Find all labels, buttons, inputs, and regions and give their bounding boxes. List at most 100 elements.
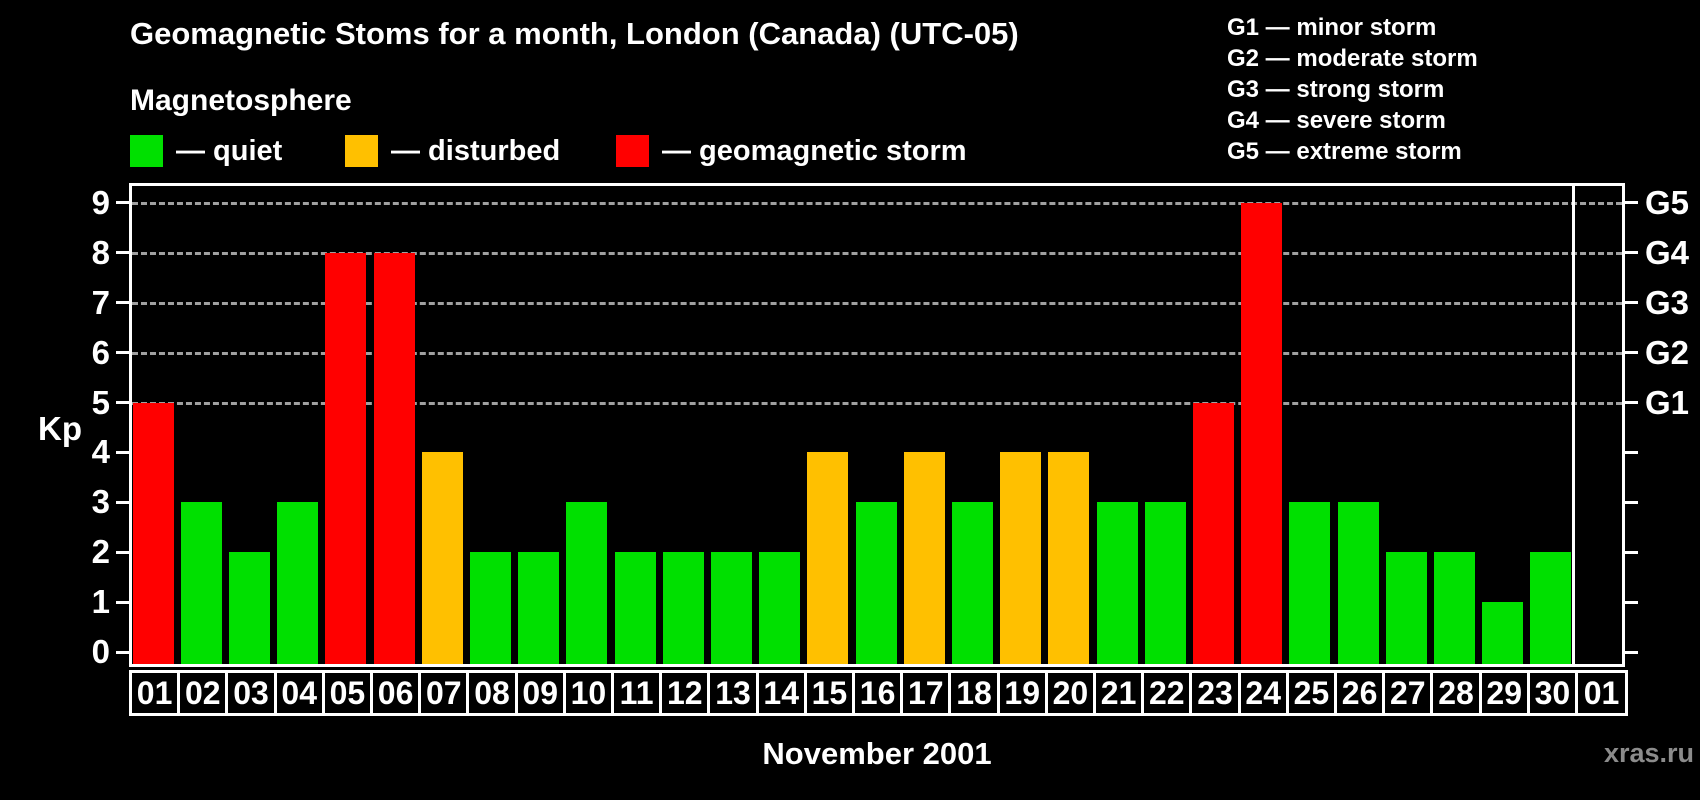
legend-item-disturbed: — disturbed xyxy=(345,135,560,167)
x-axis-title: November 2001 xyxy=(762,736,992,771)
right-tick-4 xyxy=(1625,450,1638,454)
bar-day-20 xyxy=(1048,452,1090,664)
left-tick-4 xyxy=(116,450,129,454)
bar-day-12 xyxy=(662,552,704,664)
right-tick-2 xyxy=(1625,550,1638,554)
bar-day-01 xyxy=(132,402,174,664)
y-axis-label-1: 1 xyxy=(91,583,110,621)
bar-day-02 xyxy=(180,502,222,664)
left-tick-0 xyxy=(116,650,129,654)
day-label-07: 07 xyxy=(418,670,467,716)
legend-item-quiet: — quiet xyxy=(130,135,282,167)
storm-color-swatch xyxy=(616,135,649,167)
bar-day-17 xyxy=(903,452,945,664)
bar-day-19 xyxy=(1000,452,1042,664)
bar-day-06 xyxy=(373,252,415,664)
day-label-next-01: 01 xyxy=(1575,670,1628,716)
right-tick-8 xyxy=(1625,251,1638,255)
bar-day-18 xyxy=(951,502,994,664)
right-tick-6 xyxy=(1625,351,1638,355)
quiet-color-swatch xyxy=(130,135,163,167)
day-label-19: 19 xyxy=(996,670,1045,716)
day-label-16: 16 xyxy=(852,670,901,716)
right-axis-label-G4: G4 xyxy=(1645,233,1690,271)
right-tick-3 xyxy=(1625,500,1638,504)
day-label-13: 13 xyxy=(707,670,756,716)
left-tick-5 xyxy=(116,401,129,404)
legend-item-storm: — geomagnetic storm xyxy=(616,135,967,167)
left-tick-7 xyxy=(116,301,129,305)
plot-border xyxy=(129,183,1625,667)
left-tick-3 xyxy=(116,500,129,504)
bar-day-05 xyxy=(325,252,367,664)
bar-day-07 xyxy=(421,452,463,664)
y-axis-label-0: 0 xyxy=(91,633,110,670)
watermark: xras.ru xyxy=(1603,738,1694,768)
legend-label-quiet: — quiet xyxy=(176,134,283,167)
g-legend-line-g3: G3 — strong storm xyxy=(1227,76,1445,103)
day-label-02: 02 xyxy=(177,670,226,716)
day-label-30: 30 xyxy=(1526,670,1575,716)
day-label-17: 17 xyxy=(900,670,949,716)
bar-day-27 xyxy=(1385,552,1427,664)
gridline-kp7 xyxy=(132,301,1622,305)
gridline-kp8 xyxy=(132,251,1622,255)
day-label-22: 22 xyxy=(1141,670,1190,716)
magnetosphere-label: Magnetosphere xyxy=(130,84,352,117)
bar-day-22 xyxy=(1144,502,1186,664)
day-label-29: 29 xyxy=(1478,670,1527,716)
right-axis-label-G5: G5 xyxy=(1645,183,1690,221)
g-legend-line-g4: G4 — severe storm xyxy=(1227,107,1446,134)
g-scale-legend: G1 — minor storm G2 — moderate storm G3 … xyxy=(1227,12,1478,167)
bar-day-28 xyxy=(1433,552,1476,664)
month-separator-line xyxy=(1572,183,1575,667)
day-label-12: 12 xyxy=(659,670,708,716)
bar-day-15 xyxy=(807,452,849,664)
right-tick-7 xyxy=(1625,301,1638,305)
legend-label-disturbed: — disturbed xyxy=(391,134,561,167)
day-label-20: 20 xyxy=(1044,670,1093,716)
day-label-10: 10 xyxy=(562,670,611,716)
day-label-24: 24 xyxy=(1237,670,1286,716)
right-axis-label-G1: G1 xyxy=(1645,383,1690,421)
day-label-05: 05 xyxy=(321,670,370,716)
bar-day-25 xyxy=(1289,502,1331,664)
left-tick-6 xyxy=(116,351,129,355)
g-legend-line-g1: G1 — minor storm xyxy=(1227,14,1437,41)
right-axis-label-G2: G2 xyxy=(1645,333,1690,371)
y-axis-label-5: 5 xyxy=(91,383,110,421)
bar-day-14 xyxy=(759,552,801,664)
day-label-04: 04 xyxy=(273,670,322,716)
left-tick-9 xyxy=(116,201,129,205)
day-label-21: 21 xyxy=(1093,670,1142,716)
day-label-23: 23 xyxy=(1189,670,1238,716)
y-axis-label-2: 2 xyxy=(91,533,110,571)
y-axis-label-4: 4 xyxy=(91,433,110,471)
bar-day-21 xyxy=(1096,502,1138,664)
bar-day-11 xyxy=(614,552,656,664)
day-label-11: 11 xyxy=(611,670,660,716)
g-legend-line-g5: G5 — extreme storm xyxy=(1227,138,1462,165)
gridline-kp5 xyxy=(132,401,1622,405)
bar-day-10 xyxy=(566,502,608,664)
bar-day-26 xyxy=(1337,502,1379,664)
day-label-25: 25 xyxy=(1285,670,1334,716)
y-axis-label-7: 7 xyxy=(91,283,110,321)
left-tick-2 xyxy=(116,550,129,554)
bar-day-23 xyxy=(1192,402,1235,664)
y-axis-title: Kp xyxy=(38,410,82,447)
day-label-06: 06 xyxy=(370,670,419,716)
y-axis-label-8: 8 xyxy=(91,233,110,271)
gridline-kp9 xyxy=(132,201,1622,205)
bar-day-16 xyxy=(855,502,897,664)
left-tick-8 xyxy=(116,251,129,255)
day-label-14: 14 xyxy=(755,670,804,716)
gridline-kp6 xyxy=(132,351,1622,355)
g-legend-line-g2: G2 — moderate storm xyxy=(1227,45,1478,72)
right-tick-0 xyxy=(1625,650,1638,654)
bar-day-13 xyxy=(710,552,753,664)
day-label-08: 08 xyxy=(466,670,515,716)
bar-day-08 xyxy=(469,552,512,664)
right-tick-9 xyxy=(1625,201,1638,205)
